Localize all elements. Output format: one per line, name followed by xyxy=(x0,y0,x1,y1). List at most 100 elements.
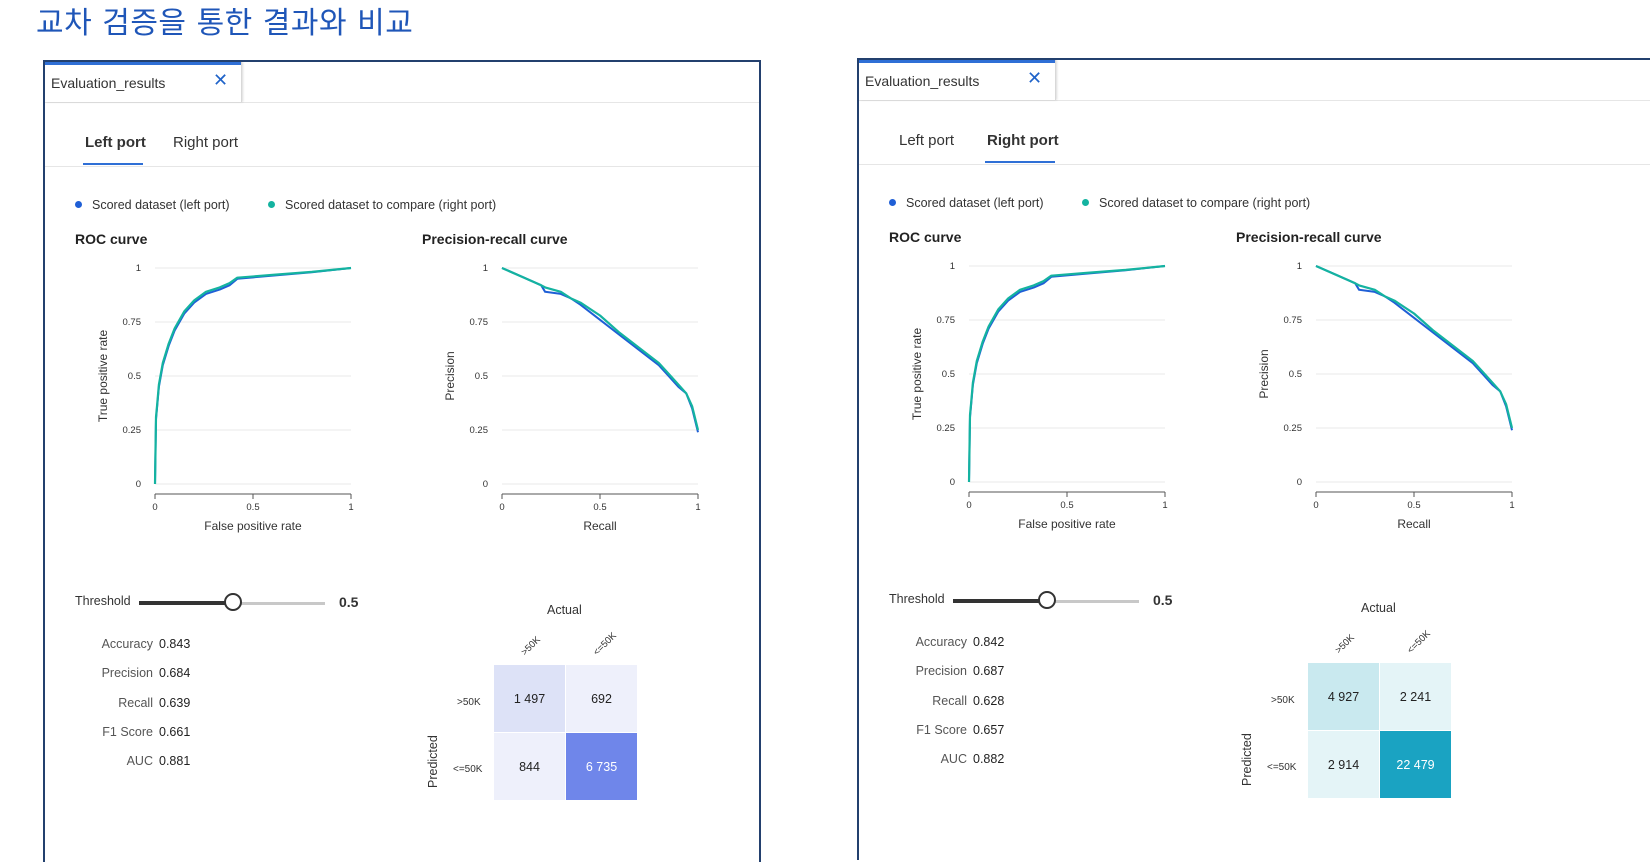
metric-value: 0.684 xyxy=(159,666,191,681)
x-tick-label: 0 xyxy=(966,500,971,511)
legend-item: Scored dataset to compare (right port) xyxy=(1082,196,1310,210)
y-tick-label: 0.5 xyxy=(942,369,955,380)
column-label: >50K xyxy=(1333,632,1357,656)
x-tick-label: 0.5 xyxy=(246,502,259,513)
confusion-cell: 2 914 xyxy=(1308,731,1379,798)
metric-value: 0.639 xyxy=(159,695,191,710)
legend-item: Scored dataset (left port) xyxy=(75,198,230,212)
tab-label: Evaluation_results xyxy=(865,73,980,89)
x-axis-label: False positive rate xyxy=(1018,517,1116,531)
threshold-label: Threshold xyxy=(889,592,945,606)
threshold-control: Threshold 0.5 xyxy=(889,591,1189,612)
y-tick-label: 0 xyxy=(950,477,955,488)
document-tabstrip: Evaluation_results ✕ xyxy=(45,62,759,103)
y-axis-label: Precision xyxy=(443,351,457,400)
threshold-slider-thumb[interactable] xyxy=(224,593,242,611)
row-label: <=50K xyxy=(1267,762,1297,773)
pr-chart: Precision-recall curve 0 0.25 0.5 0.75 1 0 0.5 1… xyxy=(1236,229,1515,531)
x-tick-label: 0 xyxy=(499,502,504,513)
tab-left-port[interactable]: Left port xyxy=(899,132,955,149)
chart-title: Precision-recall curve xyxy=(422,231,568,247)
metric-name: F1 Score xyxy=(916,722,967,737)
y-tick-label: 0.5 xyxy=(475,371,488,382)
metric-value: 0.882 xyxy=(973,752,1005,767)
close-icon[interactable]: ✕ xyxy=(1027,68,1043,89)
predicted-axis-label: Predicted xyxy=(426,735,440,788)
y-axis-label: True positive rate xyxy=(910,328,924,421)
port-tabs: Left port Right port xyxy=(859,120,1650,165)
row-label: >50K xyxy=(457,697,481,708)
close-icon[interactable]: ✕ xyxy=(213,70,229,91)
y-tick-label: 1 xyxy=(136,263,141,274)
active-tab-underline xyxy=(985,161,1055,163)
evaluation-panel-left: Evaluation_results ✕ Left port Right port Sc… xyxy=(43,60,761,862)
x-tick-label: 0.5 xyxy=(1407,500,1420,511)
x-tick-label: 1 xyxy=(1509,500,1514,511)
tab-right-port[interactable]: Right port xyxy=(173,134,239,151)
legend-label: Scored dataset to compare (right port) xyxy=(1099,196,1311,210)
tab-evaluation-results[interactable]: Evaluation_results ✕ xyxy=(859,60,1056,100)
document-tabstrip: Evaluation_results ✕ xyxy=(859,60,1650,101)
legend-label: Scored dataset (left port) xyxy=(92,198,230,212)
metric-row: AUC 0.882 xyxy=(877,752,1037,768)
y-tick-label: 1 xyxy=(1297,261,1302,272)
legend-item: Scored dataset (left port) xyxy=(889,196,1044,210)
tab-left-port[interactable]: Left port xyxy=(85,134,146,151)
y-tick-label: 0.5 xyxy=(128,371,141,382)
tab-evaluation-results[interactable]: Evaluation_results ✕ xyxy=(45,62,242,102)
tab-active-accent xyxy=(859,60,1055,63)
threshold-slider-fill xyxy=(139,601,232,605)
metric-row: Precision 0.687 xyxy=(877,664,1037,680)
metric-row: AUC 0.881 xyxy=(63,754,223,770)
chart-title: Precision-recall curve xyxy=(1236,229,1382,245)
tab-label: Evaluation_results xyxy=(51,75,166,91)
metric-row: Accuracy 0.843 xyxy=(63,637,223,653)
x-tick-label: 0 xyxy=(1313,500,1318,511)
x-tick-label: 1 xyxy=(348,502,353,513)
metric-value: 0.843 xyxy=(159,637,191,651)
y-axis-label: Precision xyxy=(1257,349,1271,398)
metric-name: F1 Score xyxy=(102,724,153,739)
confusion-cell: 6 735 xyxy=(566,733,637,800)
chart-title: ROC curve xyxy=(889,229,962,245)
legend-label: Scored dataset to compare (right port) xyxy=(285,198,497,212)
tab-active-accent xyxy=(45,62,241,65)
legend-item: Scored dataset to compare (right port) xyxy=(268,198,496,212)
series-line-right-port xyxy=(501,266,700,431)
confusion-cell: 22 479 xyxy=(1380,731,1451,798)
legend-label: Scored dataset (left port) xyxy=(906,196,1044,210)
metric-name: AUC xyxy=(126,754,153,769)
metric-row: F1 Score 0.661 xyxy=(63,725,223,741)
confusion-matrix: Actual >50K <=50K Predicted >50K <=50K 1 497 69… xyxy=(415,597,655,807)
active-tab-underline xyxy=(83,163,143,165)
port-tabs: Left port Right port xyxy=(45,122,759,167)
chart-title: ROC curve xyxy=(75,231,148,247)
y-tick-label: 1 xyxy=(950,261,955,272)
threshold-slider-fill xyxy=(953,599,1046,603)
threshold-label: Threshold xyxy=(75,594,131,608)
metric-row: Recall 0.628 xyxy=(877,694,1037,710)
series-line-right-port xyxy=(1315,264,1514,429)
metric-name: Precision xyxy=(101,666,153,681)
series-line-left-port xyxy=(501,267,699,433)
x-tick-label: 0.5 xyxy=(593,502,606,513)
confusion-cell: 4 927 xyxy=(1308,663,1379,730)
confusion-cell: 692 xyxy=(566,665,637,732)
threshold-slider-thumb[interactable] xyxy=(1038,591,1056,609)
confusion-cell: 1 497 xyxy=(494,665,565,732)
y-tick-label: 0.75 xyxy=(123,317,142,328)
threshold-value: 0.5 xyxy=(339,594,359,610)
legend-marker xyxy=(889,199,896,206)
y-tick-label: 0.75 xyxy=(470,317,489,328)
legend-marker xyxy=(268,201,275,208)
x-axis-label: False positive rate xyxy=(204,519,302,533)
tab-right-port[interactable]: Right port xyxy=(987,132,1059,149)
actual-axis-label: Actual xyxy=(1361,601,1396,615)
column-label: >50K xyxy=(519,634,543,658)
metric-name: Accuracy xyxy=(915,635,967,649)
series-line-left-port xyxy=(1315,265,1513,431)
confusion-matrix: Actual >50K <=50K Predicted >50K <=50K 4 927 2 … xyxy=(1229,595,1469,805)
metric-row: Recall 0.639 xyxy=(63,696,223,712)
y-tick-label: 0.5 xyxy=(1289,369,1302,380)
metric-value: 0.687 xyxy=(973,664,1005,679)
